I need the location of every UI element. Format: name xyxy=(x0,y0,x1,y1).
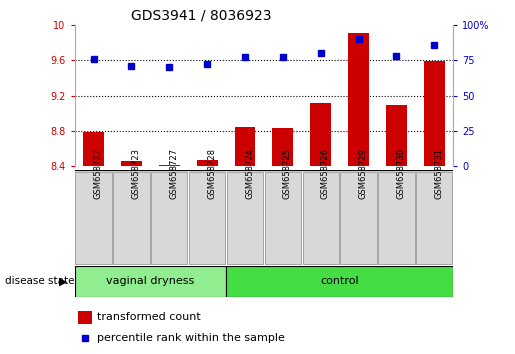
Bar xyxy=(235,127,255,166)
FancyBboxPatch shape xyxy=(378,172,415,264)
Text: vaginal dryness: vaginal dryness xyxy=(106,276,195,286)
Bar xyxy=(83,132,104,166)
Bar xyxy=(311,103,331,166)
Text: GSM658728: GSM658728 xyxy=(207,148,216,199)
FancyBboxPatch shape xyxy=(340,172,377,264)
Bar xyxy=(348,33,369,166)
Text: control: control xyxy=(320,276,359,286)
Bar xyxy=(272,128,293,166)
FancyBboxPatch shape xyxy=(302,172,339,264)
FancyBboxPatch shape xyxy=(265,172,301,264)
FancyBboxPatch shape xyxy=(113,172,150,264)
Text: GSM658727: GSM658727 xyxy=(169,148,178,199)
FancyBboxPatch shape xyxy=(189,172,226,264)
Bar xyxy=(197,160,217,166)
Bar xyxy=(424,61,444,166)
Bar xyxy=(159,165,180,166)
Bar xyxy=(75,266,226,297)
Text: GSM658729: GSM658729 xyxy=(358,148,368,199)
Text: GSM658731: GSM658731 xyxy=(434,148,443,199)
Text: GSM658722: GSM658722 xyxy=(94,148,102,199)
Bar xyxy=(386,105,407,166)
FancyBboxPatch shape xyxy=(75,172,112,264)
Text: GDS3941 / 8036923: GDS3941 / 8036923 xyxy=(131,8,272,22)
Text: GSM658724: GSM658724 xyxy=(245,148,254,199)
Bar xyxy=(78,311,92,324)
FancyBboxPatch shape xyxy=(227,172,263,264)
Bar xyxy=(226,266,453,297)
Text: ▶: ▶ xyxy=(59,276,68,286)
Text: GSM658723: GSM658723 xyxy=(131,148,141,199)
Text: GSM658726: GSM658726 xyxy=(321,148,330,199)
Text: disease state: disease state xyxy=(5,276,75,286)
Text: GSM658725: GSM658725 xyxy=(283,148,292,199)
FancyBboxPatch shape xyxy=(151,172,187,264)
Bar xyxy=(121,161,142,166)
Text: GSM658730: GSM658730 xyxy=(397,148,405,199)
Text: transformed count: transformed count xyxy=(97,312,201,322)
FancyBboxPatch shape xyxy=(416,172,453,264)
Text: percentile rank within the sample: percentile rank within the sample xyxy=(97,332,285,343)
